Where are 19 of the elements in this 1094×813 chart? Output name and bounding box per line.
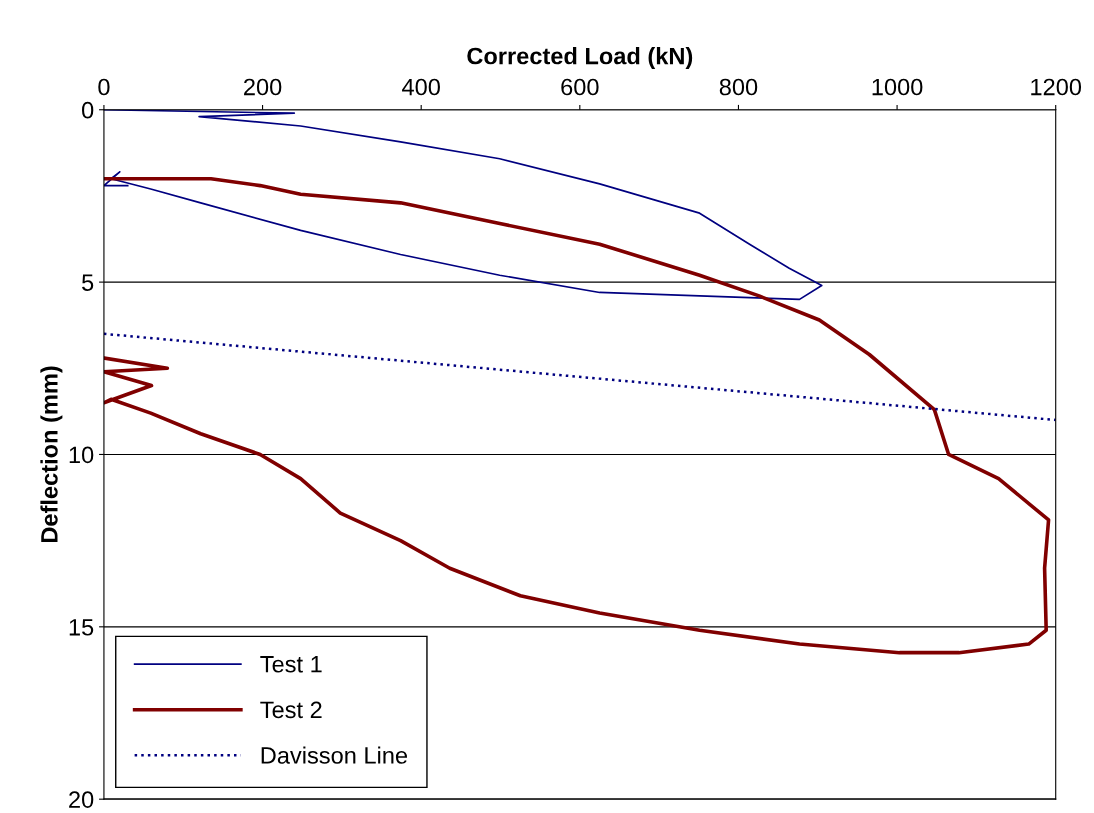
x-axis-title: Corrected Load (kN) bbox=[467, 47, 693, 70]
line-series bbox=[103, 109, 823, 301]
x-tick-label: 600 bbox=[561, 78, 599, 96]
y-tick-label: 20 bbox=[69, 791, 94, 808]
x-tick-label: 400 bbox=[402, 78, 440, 96]
y-tick-label: 10 bbox=[69, 446, 94, 464]
line-series bbox=[103, 176, 1051, 655]
legend-label: Test 1 bbox=[260, 656, 322, 673]
legend-label: Test 2 bbox=[260, 701, 322, 719]
y-axis-title: Deflection (mm) bbox=[40, 366, 63, 543]
y-tick-label: 5 bbox=[82, 274, 94, 291]
y-tick-label: 15 bbox=[69, 619, 94, 636]
x-tick-label: 0 bbox=[98, 78, 110, 96]
x-tick-label: 200 bbox=[244, 78, 282, 96]
y-tick-label: 0 bbox=[82, 101, 94, 119]
x-tick-label: 1200 bbox=[1031, 78, 1082, 96]
x-tick-label: 800 bbox=[719, 78, 758, 96]
legend-label: Davisson Line bbox=[261, 746, 408, 764]
x-tick-label: 1000 bbox=[872, 78, 923, 96]
